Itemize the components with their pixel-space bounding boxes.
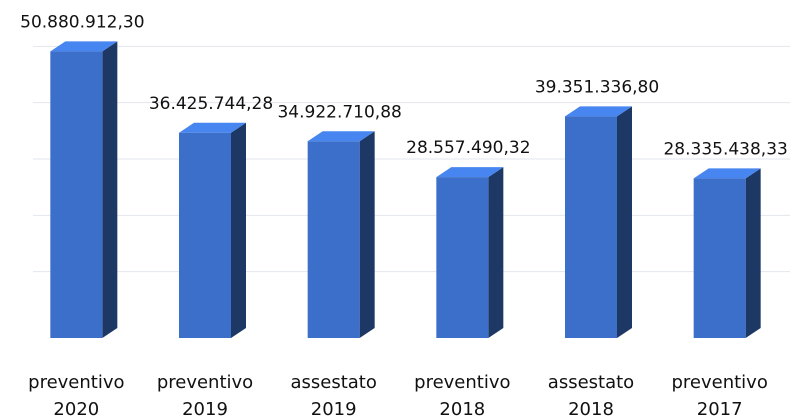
bar [50, 41, 118, 339]
x-tick-label: preventivo 2017 [671, 372, 768, 418]
x-tick-label: preventivo 2018 [414, 372, 511, 418]
bar-front [307, 141, 360, 338]
value-label: 28.557.490,32 [406, 138, 530, 158]
bar-front [693, 178, 746, 338]
bar-side [617, 106, 632, 338]
bar-side [745, 168, 761, 338]
bar-front [565, 116, 617, 338]
bar-side [359, 131, 375, 338]
bar-front [50, 51, 103, 339]
bar [565, 106, 632, 338]
bar-top [436, 167, 504, 178]
value-label: 36.425.744,28 [149, 94, 273, 114]
value-label: 50.880.912,30 [20, 12, 144, 32]
bar [693, 168, 761, 338]
bar-top [50, 41, 118, 52]
value-label: 34.922.710,88 [277, 102, 401, 122]
bar-top [693, 168, 761, 179]
x-tick-label: preventivo 2020 [28, 372, 125, 418]
bar-top [565, 106, 632, 117]
bar [436, 167, 504, 338]
bar-side [488, 167, 504, 338]
bar-side [102, 41, 118, 339]
value-label: 28.335.438,33 [663, 139, 787, 159]
x-tick-label: assestato 2019 [290, 372, 377, 418]
bar [179, 122, 246, 339]
bar-top [179, 122, 246, 133]
bar-front [179, 132, 231, 338]
value-label: 39.351.336,80 [535, 77, 659, 97]
bar [307, 131, 375, 338]
bar-front [436, 177, 489, 338]
bar-top [307, 131, 375, 142]
x-tick-label: assestato 2018 [547, 372, 635, 418]
bar-side [231, 122, 246, 339]
x-tick-label: preventivo 2019 [156, 372, 254, 418]
